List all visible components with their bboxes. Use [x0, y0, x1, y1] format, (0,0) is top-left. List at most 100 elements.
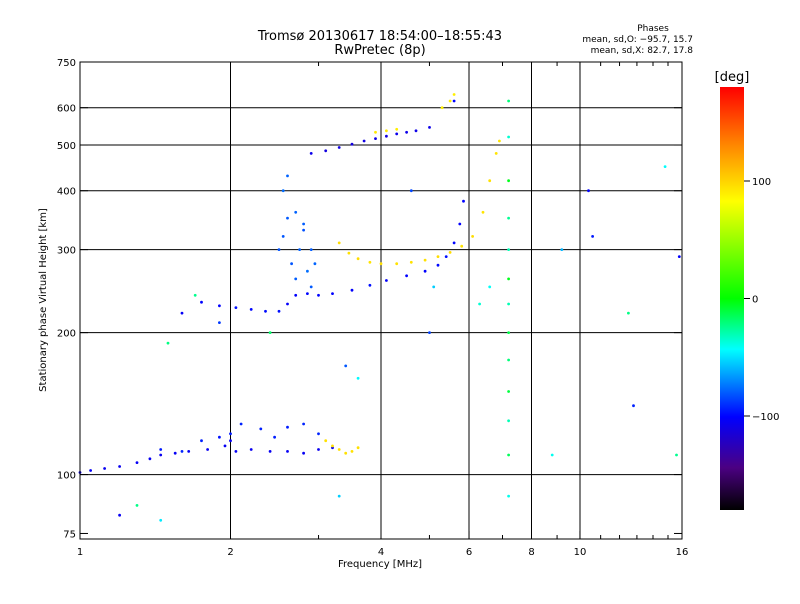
data-point — [423, 269, 427, 273]
data-point — [356, 376, 360, 380]
y-tick-label: 200 — [57, 329, 76, 340]
data-point — [135, 461, 139, 464]
data-point — [234, 450, 238, 453]
data-point — [507, 453, 510, 457]
y-tick-label: 100 — [57, 471, 76, 482]
data-point — [218, 435, 221, 439]
data-point — [507, 302, 510, 306]
data-point — [460, 244, 464, 248]
data-point — [249, 308, 253, 311]
x-tick-label: 1 — [77, 547, 83, 558]
data-point — [337, 448, 341, 451]
data-point — [286, 174, 289, 178]
data-point — [286, 216, 289, 220]
colorbar — [720, 87, 744, 510]
data-point — [302, 228, 305, 232]
data-point — [306, 269, 309, 273]
trace-x-cluster-110-km — [324, 439, 360, 455]
stats-line-o: mean, sd,O: −95.7, 15.7 — [582, 35, 693, 45]
colorbar-tick-label: 0 — [752, 295, 758, 306]
data-point — [281, 189, 285, 193]
colorbar-tick-label: −100 — [752, 412, 779, 423]
data-point — [286, 302, 289, 306]
x-tick-label: 16 — [676, 547, 689, 558]
data-point — [337, 494, 341, 498]
y-tick-label: 400 — [57, 187, 76, 198]
data-point — [309, 285, 313, 289]
data-point — [159, 448, 163, 451]
data-point — [507, 179, 510, 183]
y-tick-label: 75 — [63, 529, 76, 540]
data-point — [317, 293, 320, 297]
data-point — [173, 451, 177, 455]
trace-scattered-points — [118, 99, 681, 522]
data-point — [337, 241, 341, 245]
data-point — [405, 130, 408, 134]
data-point — [286, 450, 289, 453]
trace-f2-x-trace — [337, 139, 501, 266]
data-point — [302, 451, 305, 455]
data-point — [409, 260, 413, 264]
data-point — [306, 292, 309, 295]
colorbar-ticks: 100 0 −100 — [744, 177, 779, 423]
data-point — [356, 446, 360, 450]
data-point — [452, 93, 456, 96]
data-point — [507, 494, 510, 498]
data-point — [627, 311, 630, 315]
data-point — [259, 427, 263, 431]
data-point — [193, 293, 197, 297]
data-point — [368, 260, 372, 264]
data-point — [448, 251, 452, 254]
data-point — [200, 439, 203, 443]
data-point — [324, 149, 328, 153]
trace-vertical-line-7-2-mhz — [507, 99, 510, 498]
data-point — [395, 132, 399, 136]
data-point — [452, 99, 456, 103]
data-point — [344, 364, 348, 368]
data-point — [507, 248, 510, 252]
data-point — [587, 189, 590, 193]
data-point — [488, 179, 492, 183]
data-point — [478, 302, 481, 306]
data-point — [507, 358, 510, 362]
data-point — [317, 432, 320, 436]
data-point — [356, 257, 360, 261]
data-point — [507, 390, 510, 393]
data-point — [239, 422, 243, 426]
data-point — [294, 210, 298, 214]
data-point — [350, 142, 354, 146]
data-point — [118, 465, 121, 468]
data-point — [135, 504, 139, 507]
data-point — [180, 311, 184, 315]
data-point — [302, 422, 305, 426]
data-point — [180, 450, 184, 453]
data-point — [507, 216, 510, 220]
data-point — [166, 341, 170, 345]
data-point — [405, 274, 408, 278]
data-point — [286, 425, 289, 429]
x-tick-label: 6 — [466, 547, 472, 558]
data-point — [223, 444, 227, 448]
data-point — [350, 288, 354, 292]
trace-e-region-low-trace — [78, 439, 334, 474]
data-point — [234, 306, 238, 309]
data-point — [309, 152, 313, 155]
data-point — [677, 255, 681, 258]
data-point — [218, 304, 221, 308]
data-point — [663, 165, 667, 169]
grid-lines — [80, 62, 682, 539]
data-point — [560, 248, 564, 252]
data-point — [324, 439, 328, 443]
data-point — [313, 262, 317, 266]
trace-second-hop-x — [374, 93, 456, 134]
data-point — [374, 130, 377, 134]
data-point — [347, 251, 351, 255]
data-point — [494, 152, 498, 155]
trace-second-hop — [309, 126, 431, 155]
data-point — [331, 444, 334, 448]
data-point — [444, 255, 448, 258]
y-tick-label: 300 — [57, 246, 76, 257]
data-point — [148, 457, 152, 461]
data-point — [89, 469, 92, 472]
